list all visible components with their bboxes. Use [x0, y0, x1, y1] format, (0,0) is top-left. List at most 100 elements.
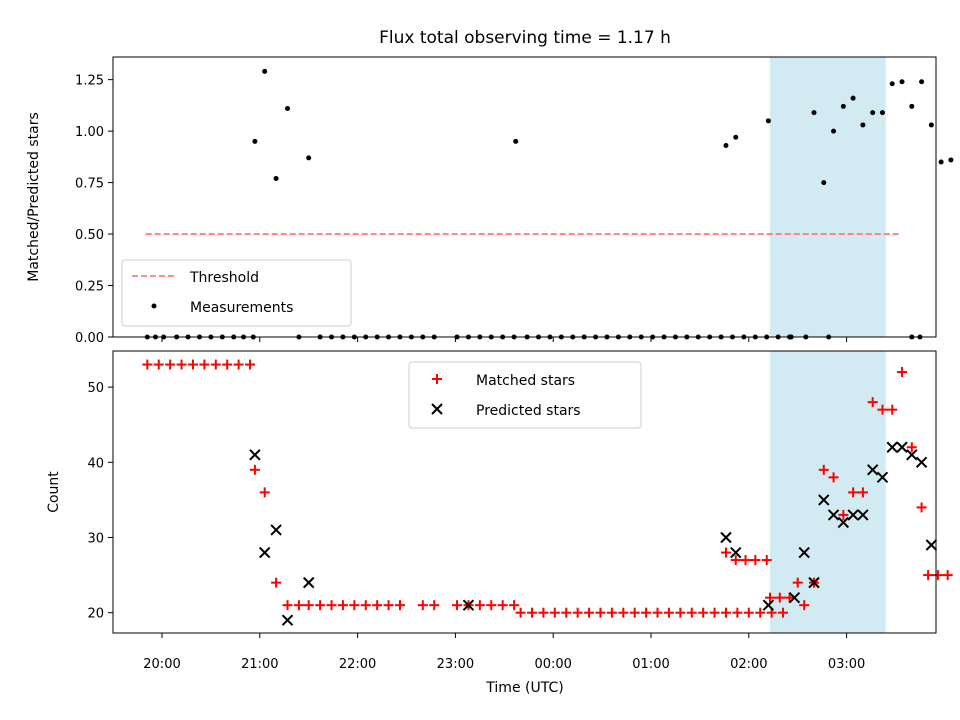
matched-point — [303, 600, 314, 611]
measurement-point — [273, 175, 279, 181]
measurement-point — [811, 110, 817, 116]
legend-measurement-marker — [151, 303, 157, 309]
top-ytick-label: 0.50 — [75, 228, 104, 243]
top-ytick-label: 1.00 — [75, 125, 104, 140]
matched-point — [199, 359, 210, 370]
matched-point — [372, 600, 383, 611]
measurement-point — [879, 110, 885, 116]
matched-point — [549, 607, 560, 618]
matched-point — [857, 487, 868, 498]
matched-point — [720, 547, 731, 558]
measurement-point — [306, 155, 312, 161]
matched-point — [709, 607, 720, 618]
bottom-xtick-label: 02:00 — [730, 657, 767, 672]
matched-point — [867, 397, 878, 408]
matched-point — [165, 359, 176, 370]
measurement-point — [262, 68, 268, 74]
measurement-point — [870, 110, 876, 116]
bottom-xtick-label: 00:00 — [534, 657, 571, 672]
matched-point — [799, 600, 810, 611]
matched-point — [142, 359, 153, 370]
legend-predicted-label: Predicted stars — [476, 403, 581, 419]
matched-point — [452, 600, 463, 611]
predicted-point — [818, 494, 830, 506]
legend-threshold-label: Threshold — [189, 270, 259, 286]
matched-point — [337, 600, 348, 611]
matched-point — [932, 570, 943, 581]
matched-point — [750, 555, 761, 566]
matched-point — [394, 600, 405, 611]
matched-point — [848, 487, 859, 498]
matched-point — [233, 359, 244, 370]
matched-point — [828, 472, 839, 483]
matched-point — [686, 607, 697, 618]
matched-point — [740, 555, 751, 566]
measurement-point — [860, 122, 866, 128]
top-legend: Threshold Measurements — [121, 259, 352, 327]
predicted-point — [798, 546, 810, 559]
matched-point — [360, 600, 371, 611]
bottom-xtick-label: 21:00 — [241, 657, 278, 672]
bottom-xtick-label: 22:00 — [339, 657, 376, 672]
bottom-xtick-label: 23:00 — [437, 657, 474, 672]
matched-point — [561, 607, 572, 618]
top-ylabel: Matched/Predicted stars — [26, 112, 42, 282]
predicted-point — [876, 471, 889, 484]
predicted-point — [925, 539, 938, 551]
bottom-ytick-label: 50 — [87, 381, 104, 396]
matched-point — [315, 600, 326, 611]
bottom-axes-frame — [112, 350, 937, 634]
matched-point — [784, 592, 795, 603]
predicted-point — [720, 531, 732, 544]
measurement-point — [733, 134, 739, 140]
matched-point — [538, 607, 549, 618]
matched-point — [486, 600, 497, 611]
matched-point — [755, 607, 766, 618]
bottom-ylabel: Count — [46, 471, 62, 513]
matched-point — [595, 607, 606, 618]
matched-point — [474, 600, 485, 611]
matched-point — [743, 607, 754, 618]
top-panel: Flux total observing time = 1.17 h 0.00 0… — [26, 28, 954, 346]
measurement-point — [285, 105, 291, 111]
measurement-point — [840, 103, 846, 109]
measurement-point — [723, 143, 729, 149]
matched-point — [515, 607, 526, 618]
predicted-point — [270, 524, 282, 536]
legend-measurement-label: Measurements — [190, 300, 293, 316]
predicted-point — [281, 614, 294, 626]
predicted-point — [258, 546, 271, 559]
measurement-point — [252, 138, 258, 144]
matched-point — [349, 600, 360, 611]
top-title: Flux total observing time = 1.17 h — [379, 28, 671, 48]
predicted-point — [896, 441, 908, 453]
predicted-point — [730, 546, 742, 559]
predicted-point — [866, 464, 879, 476]
matched-point — [509, 600, 520, 611]
measurement-point — [889, 81, 895, 87]
matched-point — [897, 367, 908, 378]
measurement-point — [765, 118, 771, 124]
measurement-point — [948, 157, 954, 163]
legend-matched-label: Matched stars — [476, 373, 575, 389]
bottom-ytick-label: 30 — [87, 531, 104, 546]
matched-point — [527, 607, 538, 618]
matched-point — [210, 359, 221, 370]
matched-point — [698, 607, 709, 618]
matched-point — [249, 464, 260, 475]
matched-point — [259, 487, 270, 498]
measurement-point — [850, 95, 856, 101]
top-ytick-label: 0.75 — [75, 177, 104, 192]
matched-point — [730, 555, 741, 566]
matched-point — [606, 607, 617, 618]
matched-point — [764, 592, 775, 603]
matched-point — [497, 600, 508, 611]
matched-point — [792, 577, 803, 588]
matched-point — [774, 592, 785, 603]
bottom-ytick-label: 40 — [87, 456, 104, 471]
predicted-point — [827, 509, 840, 521]
bottom-panel: 20 30 40 50 20:00 21:00 22:00 23:00 00:00 01:00 0… — [46, 350, 953, 696]
predicted-point — [788, 591, 801, 604]
bottom-legend: Matched stars Predicted stars — [408, 361, 642, 429]
